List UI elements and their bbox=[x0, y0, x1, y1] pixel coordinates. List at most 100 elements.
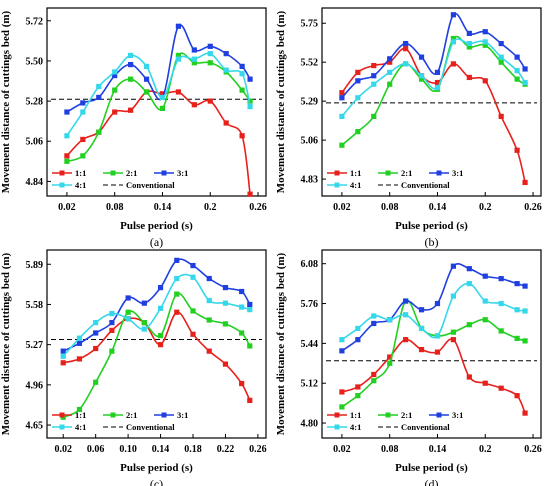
x-tick-label: 0.26 bbox=[524, 202, 542, 213]
plot-frame bbox=[321, 249, 542, 439]
data-point-3-1 bbox=[339, 348, 345, 354]
legend-label: 3:1 bbox=[452, 410, 463, 420]
x-axis-label: Pulse period (s) bbox=[120, 220, 193, 232]
data-point-1-1 bbox=[109, 327, 115, 333]
y-tick-label: 5.89 bbox=[26, 260, 44, 271]
y-axis-label: Movement distance of cuttings bed (m) bbox=[0, 252, 12, 435]
data-point-4-1 bbox=[222, 300, 229, 306]
panel-label: (a) bbox=[150, 235, 163, 249]
y-axis-label: Movement distance of cuttings bed (m) bbox=[0, 10, 12, 193]
legend-marker-1-1 bbox=[334, 412, 340, 418]
y-tick-label: 5.28 bbox=[26, 97, 44, 108]
data-point-2-1 bbox=[112, 87, 118, 93]
legend-label: 2:1 bbox=[126, 168, 137, 178]
x-tick-label: 0.2 bbox=[204, 202, 217, 213]
data-point-3-1 bbox=[498, 276, 504, 282]
data-point-2-1 bbox=[387, 360, 393, 366]
data-point-3-1 bbox=[239, 288, 245, 295]
y-tick-label: 5.44 bbox=[301, 339, 319, 350]
legend-marker-2-1 bbox=[110, 412, 116, 418]
data-point-1-1 bbox=[387, 59, 393, 65]
series-line-3-1 bbox=[341, 12, 526, 99]
data-point-3-1 bbox=[76, 340, 83, 346]
data-point-3-1 bbox=[418, 54, 425, 60]
data-point-2-1 bbox=[482, 317, 488, 323]
data-point-3-1 bbox=[466, 30, 472, 37]
data-point-4-1 bbox=[247, 307, 253, 313]
data-point-1-1 bbox=[80, 136, 86, 143]
data-point-4-1 bbox=[206, 297, 212, 304]
legend-label: 3:1 bbox=[452, 168, 463, 178]
series-line-1-1 bbox=[341, 338, 526, 414]
data-point-1-1 bbox=[403, 337, 409, 343]
legend-label: 4:1 bbox=[350, 180, 361, 190]
data-point-1-1 bbox=[339, 389, 345, 395]
y-tick-label: 4.84 bbox=[26, 177, 44, 188]
x-tick-label: 0.02 bbox=[58, 202, 76, 213]
data-point-2-1 bbox=[339, 142, 345, 148]
y-tick-label: 5.06 bbox=[301, 136, 319, 147]
series-line-3-1 bbox=[62, 258, 251, 352]
data-point-3-1 bbox=[247, 301, 253, 308]
data-point-2-1 bbox=[191, 60, 197, 66]
data-point-3-1 bbox=[522, 283, 528, 289]
data-point-3-1 bbox=[96, 94, 102, 101]
data-point-1-1 bbox=[190, 331, 196, 337]
y-tick-label: 5.06 bbox=[26, 137, 44, 148]
data-point-4-1 bbox=[498, 54, 504, 60]
legend-label: 4:1 bbox=[75, 422, 86, 432]
y-tick-label: 5.75 bbox=[301, 19, 319, 30]
series-line-2-1 bbox=[341, 299, 526, 408]
data-point-1-1 bbox=[239, 380, 245, 387]
data-point-4-1 bbox=[403, 61, 409, 67]
legend-label: Conventional bbox=[126, 180, 175, 190]
panel-label: (b) bbox=[425, 235, 439, 249]
data-point-1-1 bbox=[522, 410, 528, 416]
legend-label: 3:1 bbox=[177, 168, 188, 178]
x-tick-label: 0.14 bbox=[429, 202, 447, 213]
data-point-4-1 bbox=[239, 304, 245, 310]
legend-label: 2:1 bbox=[401, 410, 412, 420]
legend-label: Conventional bbox=[401, 422, 450, 432]
data-point-2-1 bbox=[450, 35, 456, 42]
data-point-1-1 bbox=[339, 90, 345, 96]
x-tick-label: 0.26 bbox=[524, 444, 542, 455]
series-line-1-1 bbox=[66, 90, 251, 195]
data-point-4-1 bbox=[434, 85, 441, 91]
data-point-3-1 bbox=[191, 47, 197, 53]
data-point-3-1 bbox=[450, 263, 456, 269]
data-point-4-1 bbox=[141, 326, 147, 332]
data-point-1-1 bbox=[418, 347, 425, 353]
y-axis-label: Movement distance of cuttings bed (m) bbox=[275, 252, 287, 435]
data-point-4-1 bbox=[450, 293, 456, 299]
data-point-1-1 bbox=[371, 62, 377, 69]
data-point-4-1 bbox=[109, 310, 115, 317]
data-point-4-1 bbox=[223, 67, 229, 73]
data-point-1-1 bbox=[482, 380, 488, 386]
x-tick-label: 0.18 bbox=[184, 444, 202, 455]
data-point-2-1 bbox=[159, 105, 166, 111]
data-point-2-1 bbox=[206, 317, 212, 323]
data-point-4-1 bbox=[522, 308, 528, 314]
data-point-3-1 bbox=[112, 72, 118, 79]
data-point-1-1 bbox=[247, 397, 253, 403]
data-point-2-1 bbox=[93, 379, 99, 385]
data-point-4-1 bbox=[112, 69, 118, 75]
legend-label: 1:1 bbox=[350, 410, 361, 420]
data-point-1-1 bbox=[93, 345, 99, 352]
data-point-3-1 bbox=[498, 40, 504, 47]
data-point-3-1 bbox=[141, 300, 147, 306]
data-point-3-1 bbox=[403, 40, 409, 47]
y-tick-label: 5.58 bbox=[26, 300, 44, 311]
data-point-3-1 bbox=[522, 66, 528, 72]
x-tick-label: 0.10 bbox=[119, 444, 137, 455]
legend-marker-3-1 bbox=[436, 412, 442, 418]
data-point-3-1 bbox=[434, 69, 441, 75]
data-point-3-1 bbox=[143, 76, 150, 82]
data-point-4-1 bbox=[64, 133, 70, 139]
data-point-3-1 bbox=[190, 262, 196, 269]
data-point-3-1 bbox=[482, 29, 488, 35]
y-tick-label: 5.29 bbox=[301, 97, 319, 108]
data-point-3-1 bbox=[174, 257, 180, 263]
